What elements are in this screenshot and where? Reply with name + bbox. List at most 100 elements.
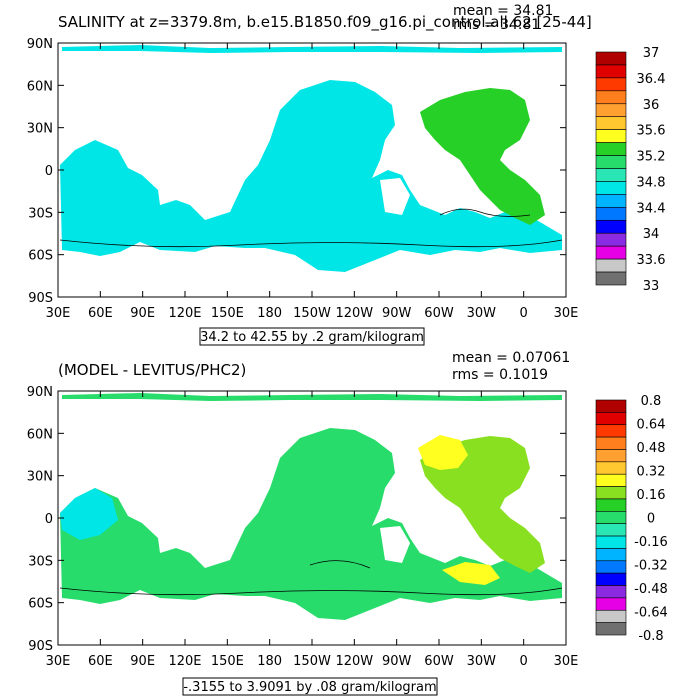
x-tick-label: 60W bbox=[424, 654, 454, 669]
colorbar-label: -0.48 bbox=[634, 582, 668, 597]
x-tick-label: 60E bbox=[88, 654, 113, 669]
colorbar-swatch bbox=[595, 424, 627, 438]
x-tick-label: 90E bbox=[130, 306, 155, 321]
positive-anomaly-north bbox=[418, 435, 468, 470]
colorbar-swatch bbox=[595, 535, 627, 549]
colorbar-label: -0.8 bbox=[638, 629, 663, 644]
colorbar-label: 0.8 bbox=[641, 394, 662, 409]
colorbar-swatch bbox=[595, 90, 627, 105]
colorbar-swatch bbox=[595, 399, 627, 413]
colorbar-swatch bbox=[595, 116, 627, 130]
colorbar-label: 0.64 bbox=[637, 418, 666, 433]
colorbar-label: 0.16 bbox=[637, 488, 666, 503]
x-tick-label: 120W bbox=[335, 306, 373, 321]
x-tick-label: 60W bbox=[424, 306, 454, 321]
x-tick-label: 150W bbox=[293, 654, 331, 669]
x-tick-label: 150E bbox=[211, 654, 244, 669]
colorbar-swatch bbox=[595, 64, 627, 79]
colorbar-swatch bbox=[595, 168, 627, 182]
x-tick-label: 30W bbox=[467, 306, 497, 321]
range-caption: -.3155 to 3.9091 by .08 gram/kilogram bbox=[183, 680, 436, 695]
colorbar-swatch bbox=[595, 486, 627, 500]
colorbar-swatch bbox=[595, 51, 627, 66]
x-tick-label: 30E bbox=[554, 306, 579, 321]
y-tick-label: 30N bbox=[27, 470, 53, 485]
colorbar-swatch bbox=[595, 609, 627, 623]
colorbar-swatch bbox=[595, 473, 627, 487]
colorbar-swatch bbox=[595, 461, 627, 475]
colorbar-swatch bbox=[595, 548, 627, 562]
contour-line bbox=[439, 208, 531, 217]
map-plot: 90N 60N 30N 0 30S 60S 90S 30E 60E 90E 120E 150E 180… bbox=[27, 37, 579, 321]
x-tick-label: 60E bbox=[88, 306, 113, 321]
cool-anomaly-field bbox=[60, 488, 118, 540]
positive-anomaly-south bbox=[442, 562, 500, 585]
colorbar-label: 37 bbox=[643, 46, 660, 61]
colorbar-swatch bbox=[595, 597, 627, 611]
land-indonesia bbox=[192, 140, 240, 200]
range-caption-box bbox=[199, 327, 425, 346]
colorbar-label: 34.8 bbox=[637, 175, 666, 190]
range-caption-box bbox=[182, 677, 438, 696]
y-tick-label: 60S bbox=[28, 597, 53, 612]
panel-salinity: SALINITY at z=3379.8m, b.e15.B1850.f09_g… bbox=[27, 3, 666, 346]
pacific-indian-field bbox=[60, 80, 562, 272]
colorbar-swatch bbox=[595, 194, 627, 208]
colorbar-label: -0.32 bbox=[634, 559, 668, 574]
colorbar-swatch bbox=[595, 271, 627, 286]
colorbar-swatch bbox=[595, 77, 627, 92]
rms-label: rms = 34.81 bbox=[453, 17, 540, 33]
x-tick-label: 150W bbox=[293, 306, 331, 321]
colorbar-label: -0.64 bbox=[634, 606, 668, 621]
colorbar-swatch bbox=[595, 142, 627, 156]
y-tick-label: 90N bbox=[27, 37, 53, 52]
x-tick-label: 90W bbox=[382, 306, 412, 321]
rms-label: rms = 0.1019 bbox=[452, 367, 548, 383]
colorbar-label: 35.6 bbox=[637, 124, 666, 139]
colorbar-label: 0.48 bbox=[637, 441, 666, 456]
x-tick-label: 120W bbox=[335, 654, 373, 669]
colorbar-swatch bbox=[595, 572, 627, 586]
colorbar-swatch bbox=[595, 207, 627, 221]
x-tick-label: 90W bbox=[382, 654, 412, 669]
colorbar-swatch bbox=[595, 245, 627, 260]
colorbar-label: 33 bbox=[643, 279, 660, 294]
colorbar-swatch bbox=[595, 498, 627, 512]
y-tick-label: 60N bbox=[27, 79, 53, 94]
y-tick-label: 30S bbox=[28, 206, 53, 221]
colorbar-swatch bbox=[595, 523, 627, 537]
colorbar: 0.8 0.64 0.48 0.32 0.16 0 -0.16 -0.32 -0.48 -0.64… bbox=[595, 394, 668, 644]
y-tick-label: 30S bbox=[28, 554, 53, 569]
atlantic-field bbox=[420, 88, 545, 225]
x-axis-ticks: 30E 60E 90E 120E 150E 180 150W 120W 90W 60W 30W 0 30… bbox=[46, 391, 579, 669]
colorbar-label: 33.6 bbox=[637, 253, 666, 268]
land-south-america bbox=[380, 526, 410, 563]
y-axis-ticks: 90N 60N 30N 0 30S 60S 90S bbox=[27, 37, 566, 306]
colorbar-label: 0.32 bbox=[637, 465, 666, 480]
x-tick-label: 0 bbox=[520, 654, 528, 669]
y-tick-label: 90N bbox=[27, 385, 53, 400]
colorbar: 37 36.4 36 35.6 35.2 34.8 34.4 34 33.6 33 bbox=[595, 46, 666, 294]
x-tick-label: 180 bbox=[257, 654, 282, 669]
contour-line bbox=[59, 587, 563, 596]
range-caption: 34.2 to 42.55 by .2 gram/kilogram bbox=[200, 330, 424, 345]
colorbar-label: 36 bbox=[643, 98, 660, 113]
colorbar-label: 35.2 bbox=[637, 150, 666, 165]
x-tick-label: 150E bbox=[211, 306, 244, 321]
x-tick-label: 30E bbox=[554, 654, 579, 669]
colorbar-swatch bbox=[595, 449, 627, 463]
colorbar-swatch bbox=[595, 412, 627, 426]
colorbar-swatch bbox=[595, 511, 627, 524]
colorbar-label: 34 bbox=[643, 227, 660, 242]
contour-line bbox=[59, 239, 563, 248]
panel-title: SALINITY at z=3379.8m, b.e15.B1850.f09_g… bbox=[58, 13, 592, 32]
x-tick-label: 0 bbox=[520, 306, 528, 321]
mean-label: mean = 34.81 bbox=[453, 3, 553, 19]
colorbar-swatch bbox=[595, 436, 627, 450]
mean-label: mean = 0.07061 bbox=[452, 350, 570, 366]
y-tick-label: 0 bbox=[45, 164, 53, 179]
colorbar-swatch bbox=[595, 129, 627, 143]
colorbar-swatch bbox=[595, 258, 627, 273]
y-tick-label: 60N bbox=[27, 427, 53, 442]
x-axis-ticks: 30E 60E 90E 120E 150E 180 150W 120W 90W 60W 30W 0 30… bbox=[46, 43, 579, 321]
